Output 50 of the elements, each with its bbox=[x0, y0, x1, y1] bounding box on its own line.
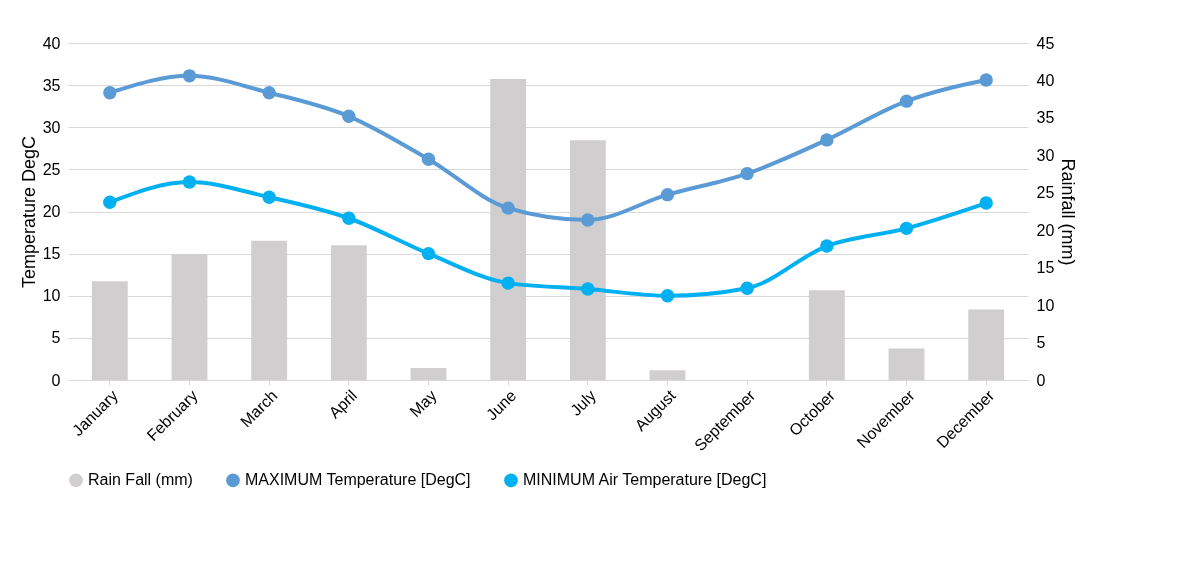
y2-tick-label: 45 bbox=[1036, 34, 1055, 52]
point bbox=[899, 94, 914, 108]
y-tick-label: 35 bbox=[42, 76, 61, 94]
point bbox=[820, 239, 834, 253]
point bbox=[501, 201, 515, 215]
point bbox=[740, 166, 754, 181]
y2-tick-label: 10 bbox=[1036, 296, 1055, 314]
point bbox=[581, 282, 595, 296]
y2-axis-title: Rainfall (mm) bbox=[1058, 158, 1079, 266]
y-tick-label: 20 bbox=[42, 203, 61, 220]
y-tick-label: 10 bbox=[42, 287, 61, 305]
y-tick-label: 40 bbox=[42, 34, 61, 52]
legend-label: MINIMUM Air Temperature [DegC] bbox=[523, 471, 767, 489]
point bbox=[342, 211, 356, 225]
y-tick-label: 0 bbox=[51, 371, 61, 389]
point bbox=[103, 86, 117, 100]
x-tick-label: July bbox=[567, 386, 600, 419]
point bbox=[501, 276, 515, 290]
point bbox=[660, 187, 675, 202]
point bbox=[421, 152, 436, 166]
point bbox=[182, 69, 197, 83]
point bbox=[820, 133, 834, 147]
y-tick-label: 25 bbox=[42, 160, 61, 178]
y2-tick-label: 20 bbox=[1036, 221, 1055, 239]
legend-label: Rain Fall (mm) bbox=[88, 471, 193, 489]
point bbox=[740, 281, 754, 295]
point bbox=[979, 196, 993, 210]
y2-tick-label: 0 bbox=[1036, 371, 1046, 389]
point bbox=[262, 86, 276, 100]
y-tick-label: 30 bbox=[42, 118, 61, 136]
point bbox=[421, 246, 436, 261]
legend-label: MAXIMUM Temperature [DegC] bbox=[245, 471, 471, 489]
point bbox=[342, 109, 356, 123]
point bbox=[979, 73, 993, 87]
point bbox=[581, 213, 595, 227]
y2-tick-label: 30 bbox=[1036, 146, 1055, 164]
y2-tick-label: 15 bbox=[1036, 259, 1055, 277]
y-tick-label: 5 bbox=[51, 329, 61, 347]
point bbox=[182, 175, 197, 189]
y-axis-title: Temperature DegC bbox=[18, 135, 39, 289]
y2-tick-label: 40 bbox=[1036, 71, 1055, 89]
point bbox=[660, 289, 675, 303]
y2-tick-label: 5 bbox=[1036, 334, 1046, 352]
y-tick-label: 15 bbox=[42, 245, 61, 263]
y2-tick-label: 25 bbox=[1036, 184, 1055, 202]
point bbox=[262, 190, 276, 204]
y2-tick-label: 35 bbox=[1036, 109, 1055, 127]
x-tick-label: May bbox=[406, 386, 440, 421]
point bbox=[899, 221, 914, 236]
point bbox=[103, 195, 117, 209]
